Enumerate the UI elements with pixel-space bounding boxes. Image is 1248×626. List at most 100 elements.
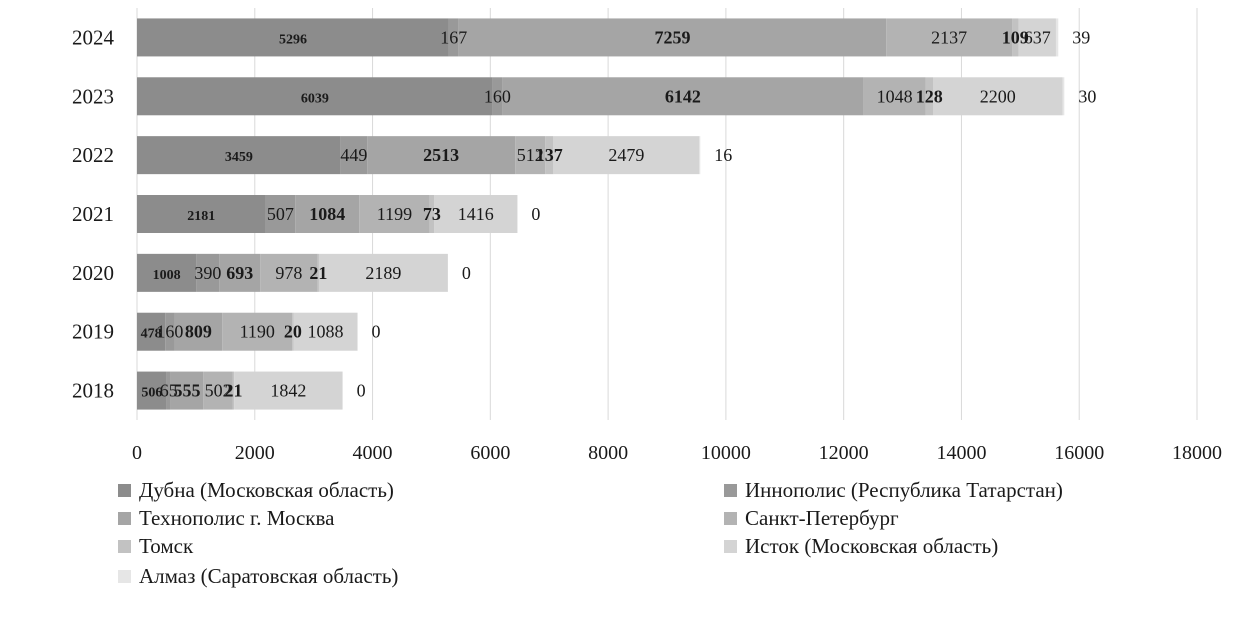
data-label: 1199 [377, 204, 412, 224]
bar-segment [137, 253, 197, 292]
data-label: 1842 [270, 381, 306, 401]
bar-segment [359, 195, 430, 233]
bar-segment [1062, 77, 1065, 116]
bar-segment [137, 18, 449, 57]
x-tick-label: 0 [132, 442, 142, 464]
bar-segment [165, 312, 175, 351]
data-label: 507 [267, 204, 294, 224]
data-label: 555 [173, 381, 200, 401]
bar-segment [699, 136, 701, 175]
data-label: 1084 [309, 204, 345, 224]
bar-segment [234, 371, 343, 410]
bar-segment [925, 77, 934, 116]
x-tick-label: 6000 [470, 442, 510, 464]
data-label: 2513 [423, 145, 459, 165]
data-label: 6142 [665, 86, 701, 106]
data-label: 1048 [877, 86, 913, 106]
data-label: 3459 [225, 150, 253, 165]
data-label: 20 [284, 322, 302, 342]
legend-item: Санкт-Петербург [724, 506, 899, 531]
bar-segment [317, 253, 319, 292]
bar-segment [863, 77, 926, 116]
legend-item: Исток (Московская область) [724, 534, 998, 559]
bar-segment [137, 312, 166, 351]
legend: Дубна (Московская область) Иннополис (Рес… [0, 478, 1248, 618]
legend-label: Дубна (Московская область) [139, 478, 394, 502]
bar-segment [137, 371, 167, 410]
data-label: 1088 [308, 322, 344, 342]
legend-label: Исток (Московская область) [745, 534, 999, 558]
data-label: 160 [156, 322, 183, 342]
legend-label: Санкт-Петербург [745, 506, 899, 530]
data-label: 502 [205, 381, 232, 401]
data-label: 21 [309, 263, 327, 283]
bar-segment [260, 253, 318, 292]
bar-segment [292, 312, 294, 351]
data-label: 0 [462, 263, 471, 283]
bar-segment [295, 195, 360, 233]
category-label: 2020 [72, 261, 114, 285]
bar-segment [293, 312, 358, 351]
data-label: 978 [275, 263, 302, 283]
data-label: 137 [536, 145, 563, 165]
legend-swatch [118, 512, 131, 525]
x-tick-label: 10000 [701, 442, 751, 464]
category-label: 2023 [72, 84, 114, 108]
bar-segment [886, 18, 1013, 57]
bar-segment [170, 371, 204, 410]
category-label: 2018 [72, 379, 114, 403]
data-label: 109 [1002, 27, 1029, 47]
legend-swatch [724, 512, 737, 525]
x-tick-label: 14000 [936, 442, 986, 464]
bar-segment [553, 136, 700, 175]
data-label: 2189 [365, 263, 401, 283]
bar-segment [137, 77, 493, 116]
legend-label: Томск [139, 534, 194, 558]
bar-segment [933, 77, 1063, 116]
data-label: 809 [185, 322, 212, 342]
data-label: 0 [372, 322, 381, 342]
legend-label: Иннополис (Республика Татарстан) [745, 478, 1063, 502]
data-label: 167 [440, 27, 467, 47]
legend-item: Технополис г. Москва [118, 506, 334, 531]
category-label: 2024 [72, 25, 115, 49]
bar-segment [196, 253, 220, 292]
x-tick-label: 8000 [588, 442, 628, 464]
x-tick-label: 2000 [235, 442, 275, 464]
data-label: 39 [1072, 27, 1090, 47]
data-label: 6039 [301, 91, 329, 106]
legend-label: Технополис г. Москва [139, 506, 335, 530]
legend-label: Алмаз (Саратовская область) [139, 564, 399, 588]
data-label: 2181 [187, 209, 215, 224]
data-label: 160 [484, 86, 511, 106]
bar-segment [434, 195, 518, 233]
bar-segment [265, 195, 296, 233]
data-label: 21 [224, 381, 242, 401]
legend-swatch [724, 540, 737, 553]
bar-segment [1012, 18, 1019, 57]
data-label: 449 [340, 145, 367, 165]
data-label: 1190 [240, 322, 275, 342]
bar-segment [492, 77, 503, 116]
data-label: 128 [916, 86, 943, 106]
bar-segment [458, 18, 887, 57]
bar-segment [502, 77, 864, 116]
legend-item: Томск [118, 534, 193, 559]
bar-segment [232, 371, 235, 410]
x-tick-label: 4000 [353, 442, 393, 464]
bar-segment [515, 136, 546, 175]
data-label: 30 [1078, 86, 1096, 106]
bar-segment [448, 18, 459, 57]
bar-segment [340, 136, 368, 175]
data-label: 7259 [654, 27, 690, 47]
data-label: 0 [357, 381, 366, 401]
bar-segment [1055, 18, 1059, 57]
bars [137, 18, 1065, 410]
category-label: 2022 [72, 143, 114, 167]
data-label: 65 [160, 381, 178, 401]
data-label: 5296 [279, 32, 307, 47]
category-axis: 2024 2023 2022 2021 2020 2019 2018 [72, 25, 115, 402]
data-label: 506 [141, 386, 162, 401]
